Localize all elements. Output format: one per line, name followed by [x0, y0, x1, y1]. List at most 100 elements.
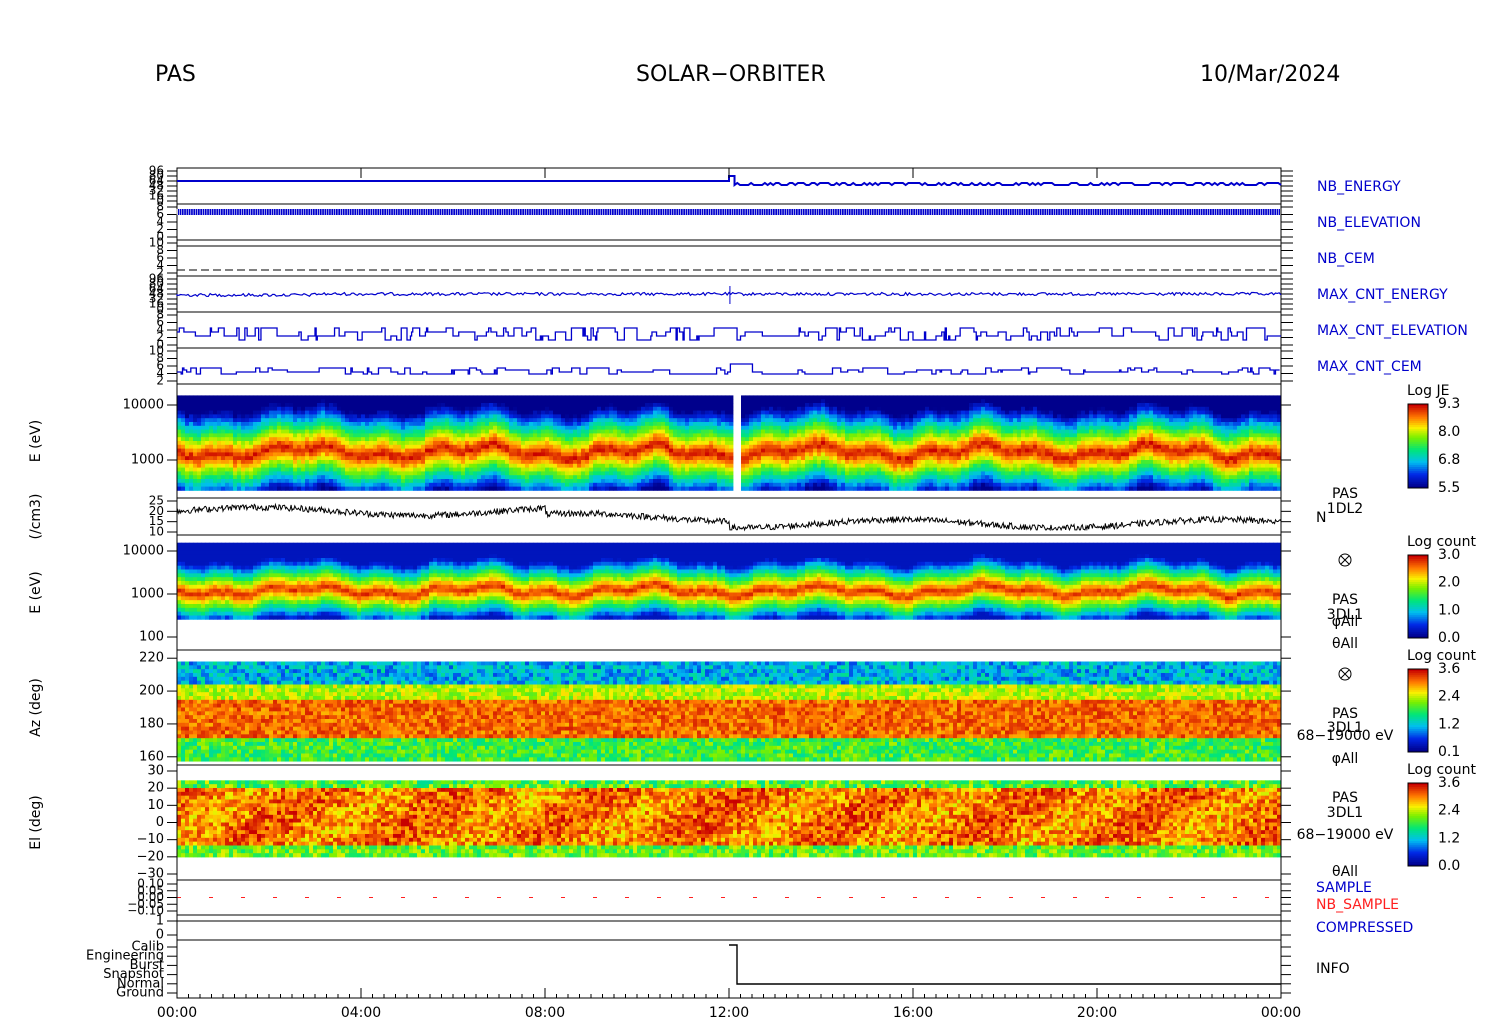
spectro-cell — [537, 482, 542, 487]
spectro-cell — [745, 460, 750, 465]
spectro-cell — [529, 452, 534, 457]
spectro-cell — [781, 441, 786, 446]
spectro-cell — [329, 414, 334, 419]
spectro-cell — [697, 441, 702, 446]
spectro-cell — [869, 399, 874, 404]
spectro-cell — [253, 418, 258, 423]
spectro-cell — [877, 429, 882, 434]
spectro-cell — [317, 395, 322, 400]
spectro-cell — [177, 403, 182, 408]
spectro-cell — [829, 433, 834, 438]
spectro-cell — [417, 444, 422, 449]
spectro-cell — [181, 486, 186, 491]
spectro-cell — [677, 460, 682, 465]
spectro-cell — [697, 437, 702, 442]
spectro-cell — [233, 467, 238, 472]
spectro-cell — [757, 444, 762, 449]
spectro-cell — [861, 406, 866, 411]
spectro-cell — [465, 437, 470, 442]
spectro-cell — [609, 437, 614, 442]
spectro-cell — [441, 452, 446, 457]
spectro-cell — [529, 475, 534, 480]
spectro-cell — [257, 425, 262, 430]
spectro-cell — [813, 441, 818, 446]
spectro-cell — [577, 463, 582, 468]
spectro-cell — [185, 425, 190, 430]
spectro-cell — [845, 429, 850, 434]
spectro-cell — [833, 403, 838, 408]
spectro-cell — [745, 425, 750, 430]
spectro-cell — [805, 406, 810, 411]
spectro-cell — [237, 403, 242, 408]
spectro-cell — [689, 414, 694, 419]
spectro-cell — [637, 414, 642, 419]
spectro-cell — [625, 444, 630, 449]
spectro-cell — [745, 448, 750, 453]
spectro-cell — [257, 486, 262, 491]
spectro-cell — [593, 441, 598, 446]
spectro-cell — [393, 418, 398, 423]
spectro-cell — [273, 448, 278, 453]
spectro-cell — [269, 406, 274, 411]
spectro-cell — [353, 448, 358, 453]
spectro-cell — [517, 456, 522, 461]
spectro-cell — [677, 410, 682, 415]
spectro-cell — [693, 479, 698, 484]
spectro-cell — [509, 456, 514, 461]
spectro-cell — [409, 418, 414, 423]
spectro-cell — [393, 482, 398, 487]
spectro-cell — [749, 448, 754, 453]
spectro-cell — [757, 410, 762, 415]
spectro-cell — [565, 437, 570, 442]
spectro-cell — [513, 441, 518, 446]
spectro-cell — [405, 467, 410, 472]
spectro-cell — [553, 403, 558, 408]
spectro-cell — [841, 422, 846, 427]
spectro-cell — [701, 406, 706, 411]
spectro-cell — [269, 463, 274, 468]
spectro-cell — [609, 414, 614, 419]
spectro-cell — [413, 479, 418, 484]
spectro-cell — [657, 463, 662, 468]
spectro-cell — [253, 452, 258, 457]
spectro-cell — [301, 452, 306, 457]
spectro-cell — [409, 403, 414, 408]
spectro-cell — [529, 471, 534, 476]
spectro-cell — [293, 399, 298, 404]
spectro-cell — [305, 410, 310, 415]
spectro-cell — [545, 444, 550, 449]
spectro-cell — [673, 437, 678, 442]
spectro-cell — [577, 433, 582, 438]
spectro-cell — [701, 463, 706, 468]
spectro-cell — [201, 399, 206, 404]
spectro-cell — [481, 463, 486, 468]
spectro-cell — [521, 414, 526, 419]
y-tick-label: 80 — [149, 169, 164, 183]
spectro-cell — [525, 482, 530, 487]
spectro-cell — [617, 437, 622, 442]
spectro-cell — [485, 403, 490, 408]
spectro-cell — [473, 433, 478, 438]
spectro-cell — [829, 486, 834, 491]
spectro-cell — [325, 418, 330, 423]
spectro-cell — [765, 444, 770, 449]
spectro-cell — [197, 479, 202, 484]
spectro-cell — [261, 429, 266, 434]
spectro-cell — [421, 471, 426, 476]
spectro-cell — [873, 395, 878, 400]
spectro-cell — [749, 406, 754, 411]
spectro-cell — [285, 460, 290, 465]
spectro-cell — [341, 463, 346, 468]
spectro-cell — [205, 467, 210, 472]
spectro-cell — [405, 460, 410, 465]
spectro-cell — [745, 471, 750, 476]
spectro-cell — [421, 460, 426, 465]
spectro-cell — [521, 422, 526, 427]
spectro-cell — [389, 444, 394, 449]
spectro-cell — [881, 456, 886, 461]
spectro-cell — [709, 414, 714, 419]
spectro-cell — [241, 452, 246, 457]
spectro-cell — [577, 448, 582, 453]
spectro-cell — [321, 486, 326, 491]
spectro-cell — [837, 418, 842, 423]
